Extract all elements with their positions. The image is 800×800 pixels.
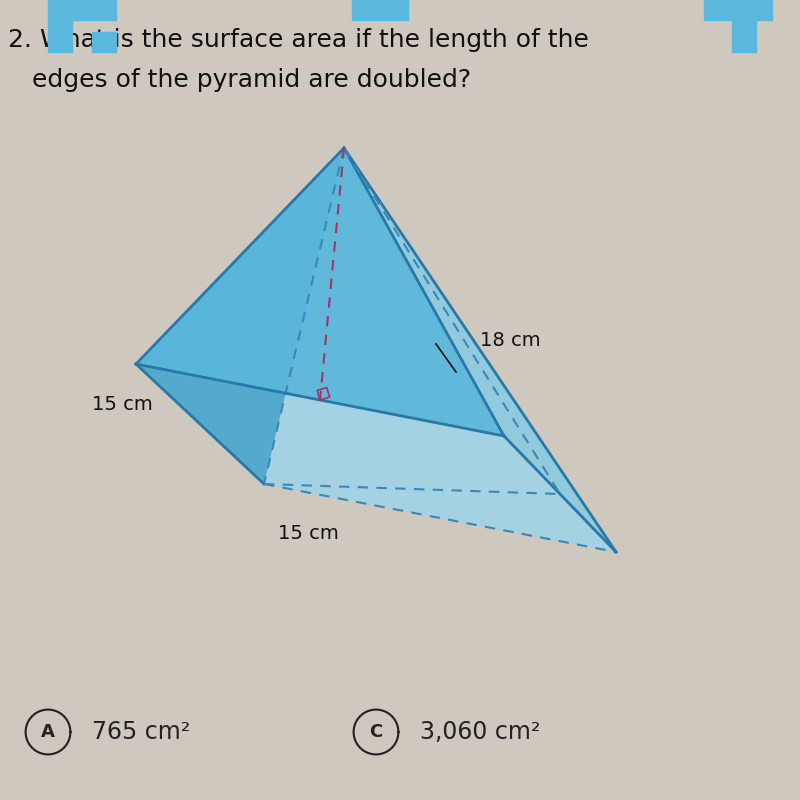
Bar xyxy=(92,32,116,52)
Text: 15 cm: 15 cm xyxy=(92,394,153,414)
Text: A: A xyxy=(41,723,55,741)
Text: edges of the pyramid are doubled?: edges of the pyramid are doubled? xyxy=(8,68,471,92)
Polygon shape xyxy=(136,148,504,436)
Bar xyxy=(352,0,408,20)
Bar xyxy=(704,0,772,20)
Polygon shape xyxy=(264,148,616,552)
Bar xyxy=(48,0,116,20)
Polygon shape xyxy=(136,148,344,484)
Text: 3,060 cm²: 3,060 cm² xyxy=(420,720,540,744)
Text: 15 cm: 15 cm xyxy=(278,524,338,543)
Bar xyxy=(48,20,72,52)
Bar xyxy=(732,20,756,52)
Polygon shape xyxy=(136,364,616,552)
Text: 2. What is the surface area if the length of the: 2. What is the surface area if the lengt… xyxy=(8,28,589,52)
Text: 765 cm²: 765 cm² xyxy=(92,720,190,744)
Text: 18 cm: 18 cm xyxy=(480,330,541,350)
Text: C: C xyxy=(370,723,382,741)
Polygon shape xyxy=(344,148,616,552)
